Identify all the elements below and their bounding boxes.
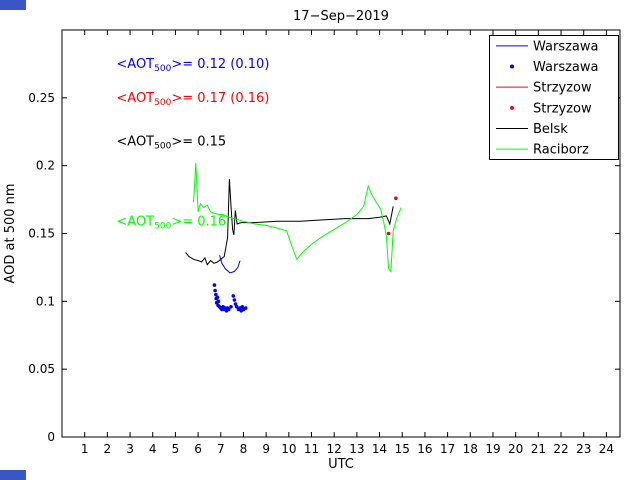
x-tick-label: 3 [126, 442, 134, 456]
chart-title: 17−Sep−2019 [293, 9, 389, 24]
y-tick-label: 0.1 [36, 294, 55, 308]
legend-label: Strzyzow [533, 101, 592, 116]
series-raciborz-line [193, 162, 402, 273]
y-axis-label: AOD at 500 nm [3, 183, 18, 283]
x-tick-label: 7 [217, 442, 225, 456]
x-tick-label: 18 [463, 442, 478, 456]
x-tick-label: 16 [417, 442, 432, 456]
data-point [243, 306, 248, 310]
x-tick-label: 9 [262, 442, 270, 456]
x-tick-label: 13 [349, 442, 364, 456]
mean-aot-annotation-1: <AOT500>= 0.17 (0.16) [116, 91, 269, 108]
y-tick-label: 0.05 [28, 362, 55, 376]
x-tick-label: 2 [104, 442, 112, 456]
legend-label: Raciborz [533, 143, 589, 158]
x-tick-label: 14 [372, 442, 387, 456]
data-point [231, 294, 236, 298]
legend-label: Warszawa [533, 60, 599, 75]
x-tick-label: 4 [149, 442, 157, 456]
legend-label: Belsk [533, 122, 568, 137]
data-point [232, 298, 237, 302]
x-tick-label: 20 [508, 442, 523, 456]
data-point [226, 307, 231, 312]
x-tick-label: 22 [553, 442, 568, 456]
series-warszawa-line [219, 255, 241, 274]
series-warszawa-markers [212, 283, 248, 313]
data-point [233, 302, 238, 306]
window-border-fragment-bottom [0, 470, 26, 480]
y-tick-label: 0.15 [28, 227, 55, 241]
data-point [213, 288, 217, 293]
data-point [214, 292, 218, 297]
x-tick-label: 10 [281, 442, 296, 456]
data-point [212, 283, 217, 287]
y-tick-label: 0 [47, 430, 55, 444]
legend-box [489, 35, 619, 160]
window-border-fragment-top [0, 0, 26, 10]
data-point [386, 231, 391, 236]
data-point [215, 295, 220, 300]
x-tick-label: 11 [304, 442, 319, 456]
data-point [216, 299, 221, 304]
mean-aot-annotation-2: <AOT500>= 0.15 [116, 134, 226, 151]
x-tick-label: 5 [172, 442, 180, 456]
x-tick-label: 12 [327, 442, 342, 456]
x-tick-label: 21 [531, 442, 546, 456]
legend-label: Strzyzow [533, 81, 592, 96]
x-tick-label: 6 [194, 442, 202, 456]
x-tick-label: 8 [240, 442, 248, 456]
legend-label: Warszawa [533, 39, 599, 54]
x-tick-label: 19 [485, 442, 500, 456]
x-tick-label: 15 [395, 442, 410, 456]
x-tick-label: 24 [599, 442, 614, 456]
x-tick-label: 1 [81, 442, 89, 456]
data-point [234, 305, 239, 309]
data-point [240, 305, 245, 309]
x-axis-label: UTC [328, 457, 354, 472]
series-strzyzow-markers [386, 196, 398, 236]
data-point [394, 196, 398, 200]
mean-aot-annotation-3: <AOT500>= 0.16 [116, 214, 226, 231]
y-tick-label: 0.2 [36, 159, 55, 173]
legend-sample-marker [510, 64, 514, 69]
series-belsk-line [185, 179, 394, 266]
data-point [229, 305, 233, 309]
mean-aot-annotation-0: <AOT500>= 0.12 (0.10) [116, 57, 269, 74]
x-tick-label: 17 [440, 442, 455, 456]
x-tick-label: 23 [576, 442, 591, 456]
y-tick-label: 0.25 [28, 91, 55, 105]
legend-sample-marker [510, 105, 514, 110]
